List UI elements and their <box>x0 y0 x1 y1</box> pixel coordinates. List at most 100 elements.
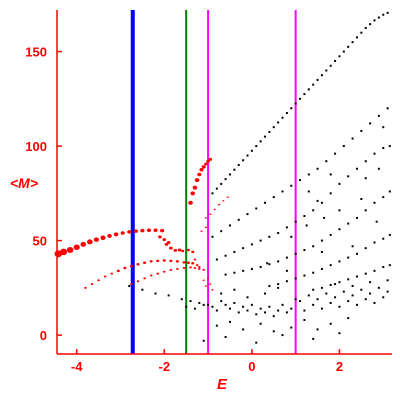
data-point <box>355 252 358 255</box>
data-point <box>204 226 207 229</box>
data-point <box>228 173 231 176</box>
data-point <box>264 311 267 314</box>
data-point <box>198 267 201 270</box>
data-point <box>285 226 288 229</box>
data-point <box>242 247 245 250</box>
data-point <box>303 249 306 252</box>
data-point <box>316 167 319 170</box>
data-point <box>347 278 350 281</box>
data-point <box>373 301 376 304</box>
data-point <box>180 298 183 301</box>
data-point <box>202 279 205 282</box>
data-point <box>364 298 367 301</box>
data-point <box>136 280 140 283</box>
data-point <box>320 239 323 242</box>
data-point <box>375 220 378 223</box>
data-point <box>259 266 262 269</box>
data-point <box>169 259 173 263</box>
data-point <box>338 209 341 212</box>
data-point <box>136 262 140 266</box>
data-point <box>233 301 236 304</box>
data-point <box>202 339 205 342</box>
data-point <box>342 145 345 148</box>
data-point <box>329 233 332 236</box>
data-point <box>211 192 214 195</box>
data-point <box>167 294 170 297</box>
x-tick-label: 0 <box>248 359 255 374</box>
data-point <box>80 241 87 247</box>
y-tick-label: 0 <box>40 328 47 343</box>
data-point <box>294 277 297 280</box>
data-point <box>316 298 319 301</box>
data-point <box>281 116 284 119</box>
data-point <box>338 55 341 58</box>
data-point <box>190 191 196 196</box>
data-point <box>224 254 227 257</box>
data-point <box>334 152 337 155</box>
data-point <box>204 162 208 166</box>
data-point <box>299 97 302 100</box>
data-point <box>176 267 179 270</box>
data-point <box>129 264 133 268</box>
data-point <box>215 309 218 312</box>
data-point <box>382 296 385 299</box>
data-point <box>209 213 212 215</box>
data-point <box>299 300 302 303</box>
data-point <box>224 303 227 306</box>
data-point <box>87 239 93 245</box>
data-point <box>255 207 258 210</box>
data-point <box>369 122 372 125</box>
data-point <box>255 145 258 148</box>
data-point <box>388 190 391 193</box>
data-point <box>386 290 389 293</box>
data-point <box>226 196 229 198</box>
data-point <box>329 64 332 67</box>
data-point <box>364 177 367 180</box>
data-point <box>351 41 354 44</box>
data-point <box>268 263 271 266</box>
data-point <box>347 300 350 303</box>
data-point <box>312 288 315 291</box>
data-point <box>364 209 367 212</box>
data-point <box>246 296 249 299</box>
data-point <box>377 167 380 170</box>
data-point <box>107 233 112 238</box>
data-point <box>320 74 323 77</box>
data-point <box>303 318 306 321</box>
data-point <box>198 301 201 304</box>
data-point <box>202 268 205 271</box>
series-other-states <box>128 11 391 344</box>
data-point <box>312 337 315 340</box>
data-point <box>277 286 280 289</box>
data-point <box>242 159 245 162</box>
data-point <box>158 235 162 239</box>
data-point <box>364 247 367 250</box>
data-point <box>377 16 380 19</box>
data-point <box>164 242 169 246</box>
data-point <box>242 328 245 331</box>
data-point <box>242 305 245 308</box>
data-point <box>237 163 240 166</box>
data-point <box>303 309 306 312</box>
data-point <box>290 307 293 310</box>
data-point <box>192 185 198 190</box>
data-point <box>329 192 332 195</box>
data-point <box>334 283 337 286</box>
data-point <box>329 301 332 304</box>
data-point <box>338 182 341 185</box>
data-point <box>259 140 262 143</box>
y-tick-label: 100 <box>25 139 47 154</box>
data-point <box>143 277 146 280</box>
data-point <box>188 200 193 205</box>
data-point <box>211 235 214 238</box>
data-point <box>360 129 363 132</box>
data-point <box>320 250 323 253</box>
data-point <box>347 317 350 320</box>
data-point <box>211 305 214 308</box>
data-point <box>316 328 319 331</box>
data-point <box>342 290 345 293</box>
data-point <box>268 235 271 238</box>
data-point <box>320 201 323 204</box>
data-point <box>266 262 269 265</box>
